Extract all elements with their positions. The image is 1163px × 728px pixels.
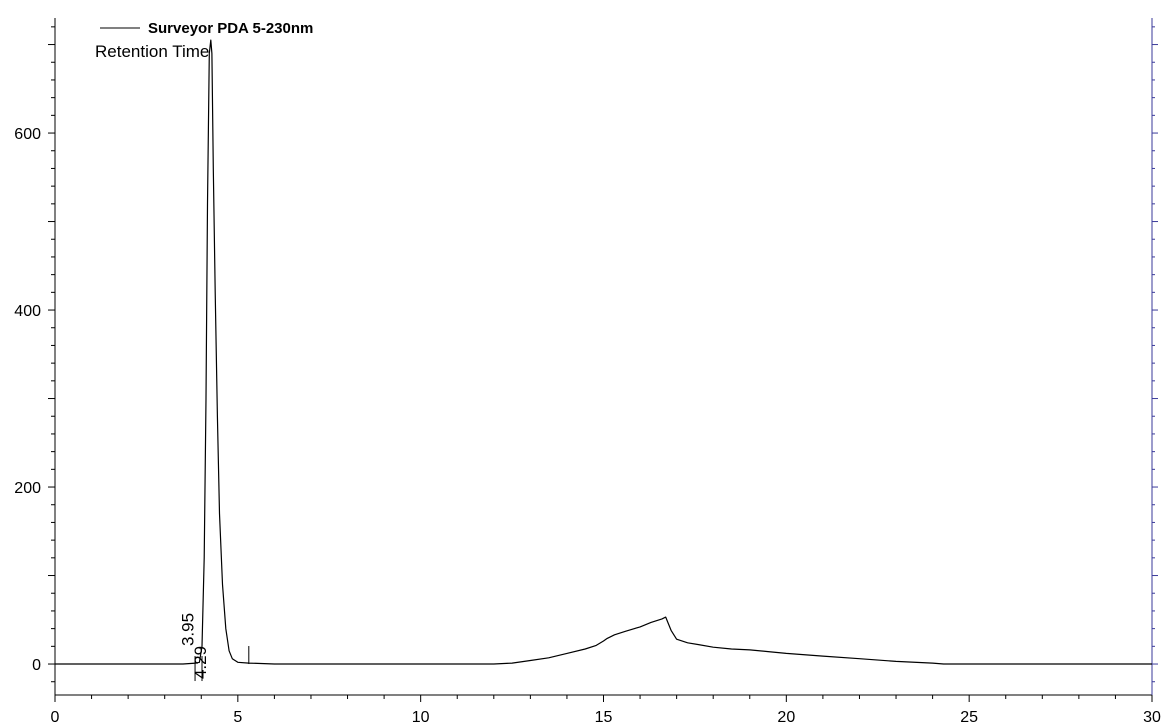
x-tick-label: 5 xyxy=(233,709,242,726)
x-tick-label: 15 xyxy=(595,709,613,726)
series-layer xyxy=(55,39,1152,665)
x-axis-ticks: 0 5 10 15 20 25 30 xyxy=(51,695,1161,726)
legend: Surveyor PDA 5-230nm xyxy=(100,20,313,37)
axes-frame xyxy=(54,18,1153,696)
peak-label: 4.29 xyxy=(191,646,210,679)
x-tick-label: 0 xyxy=(51,709,60,726)
x-tick-label: 10 xyxy=(412,709,430,726)
x-tick-label: 25 xyxy=(960,709,978,726)
y-tick-label: 0 xyxy=(32,657,41,674)
peak-label: 3.95 xyxy=(178,613,197,646)
y-tick-label: 400 xyxy=(14,303,41,320)
y-axis-ticks: 0 200 400 600 xyxy=(14,26,1158,683)
series-line xyxy=(55,39,1152,665)
peak-markers: 3.954.29 xyxy=(178,613,250,682)
x-tick-label: 30 xyxy=(1143,709,1161,726)
retention-time-annotation: Retention Time xyxy=(95,42,209,61)
x-tick-label: 20 xyxy=(777,709,795,726)
legend-entry-label: Surveyor PDA 5-230nm xyxy=(148,20,313,37)
y-tick-label: 600 xyxy=(14,126,41,143)
y-tick-label: 200 xyxy=(14,480,41,497)
